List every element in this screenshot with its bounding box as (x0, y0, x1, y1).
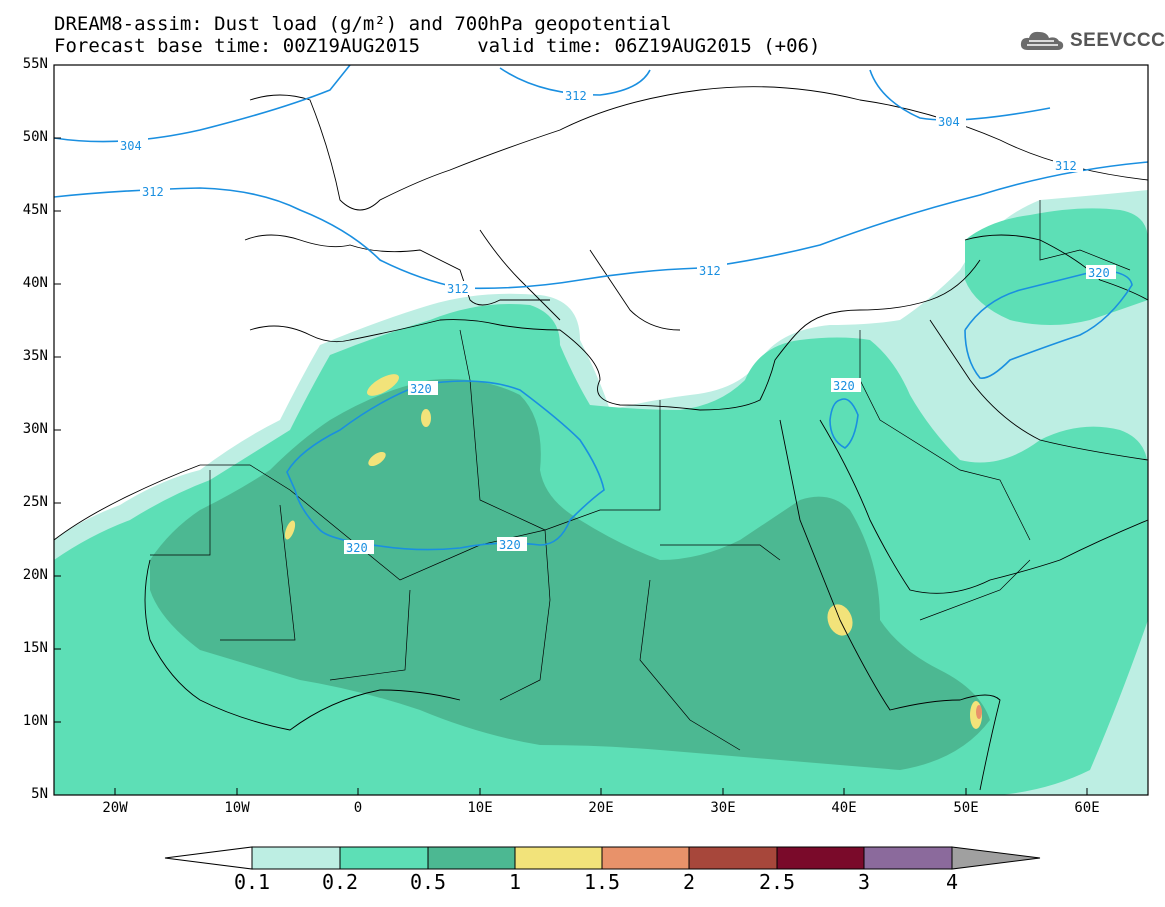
contour-label: 320 (346, 541, 368, 555)
lat-label: 10N (22, 713, 48, 729)
lon-label: 0 (353, 800, 363, 816)
colorbar-segment (688, 846, 778, 870)
lat-label: 5N (31, 786, 48, 802)
contour-label: 320 (499, 538, 521, 552)
lon-label: 50E (953, 800, 979, 816)
seevccc-logo: SEEVCCC (1018, 26, 1165, 56)
lat-label: 40N (22, 275, 48, 291)
colorbar-segment (427, 846, 516, 870)
dust-level-4-patch (367, 374, 399, 396)
colorbar-label: 1.5 (583, 870, 621, 894)
title-line1: DREAM8-assim: Dust load (g/m²) and 700hP… (54, 13, 672, 35)
colorbar-label: 4 (945, 870, 959, 894)
colorbar-label: 2 (682, 870, 696, 894)
colorbar-label: 0.1 (233, 870, 271, 894)
colorbar-segment (251, 846, 341, 870)
lon-label: 10E (467, 800, 493, 816)
lon-label: 60E (1074, 800, 1100, 816)
contour-label: 320 (833, 379, 855, 393)
contour-label: 304 (120, 139, 142, 153)
contour-label: 304 (938, 115, 960, 129)
dust-map: 304 312 312 312 312 304 312 320 320 320 … (53, 64, 1149, 796)
lat-label: 50N (22, 129, 48, 145)
cloud-logo-icon (1020, 31, 1064, 50)
contour-label: 320 (1088, 266, 1110, 280)
colorbar-high-arrow (951, 846, 1041, 870)
dust-level-4-patch (421, 409, 431, 427)
dust-level-4-patch (284, 520, 296, 540)
lat-label: 30N (22, 421, 48, 437)
coastlines (54, 86, 1148, 791)
lon-label: 20E (588, 800, 614, 816)
lon-label: 40E (831, 800, 857, 816)
colorbar-label: 0.2 (321, 870, 359, 894)
contour-label: 312 (699, 264, 721, 278)
contour-label: 312 (565, 89, 587, 103)
geopotential-contours (54, 65, 1148, 551)
lat-label: 35N (22, 348, 48, 364)
lat-label: 25N (22, 494, 48, 510)
country-borders (150, 200, 1131, 751)
logo-text: SEEVCCC (1070, 30, 1165, 51)
colorbar-segment (339, 846, 429, 870)
lat-label: 20N (22, 567, 48, 583)
colorbar-label: 0.5 (409, 870, 447, 894)
lon-label: 30E (710, 800, 736, 816)
colorbar (164, 846, 1041, 870)
title-line2: Forecast base time: 00Z19AUG2015 valid t… (54, 35, 821, 57)
colorbar-segment (514, 846, 603, 870)
colorbar-label: 1 (508, 870, 522, 894)
lat-label: 15N (22, 640, 48, 656)
lat-label: 45N (22, 202, 48, 218)
colorbar-segment (863, 846, 953, 870)
dust-level-4-patch (368, 451, 386, 467)
contour-labels: 304 312 312 312 312 304 312 320 320 320 … (118, 88, 1116, 555)
dust-level-5-patch (976, 705, 982, 719)
dust-level-3-area (150, 379, 990, 770)
colorbar-low-arrow (164, 846, 253, 870)
colorbar-segment (601, 846, 690, 870)
contour-label: 312 (447, 282, 469, 296)
contour-label: 320 (410, 382, 432, 396)
contour-label: 312 (1055, 159, 1077, 173)
dust-level-2-area-caspian (965, 208, 1148, 325)
contour-label: 312 (142, 185, 164, 199)
colorbar-label: 2.5 (758, 870, 796, 894)
lon-label: 10W (224, 800, 250, 816)
axis-ticks (54, 64, 1088, 795)
lon-label: 20W (102, 800, 128, 816)
colorbar-label: 3 (857, 870, 871, 894)
lat-label: 55N (22, 56, 48, 72)
colorbar-segment (776, 846, 865, 870)
